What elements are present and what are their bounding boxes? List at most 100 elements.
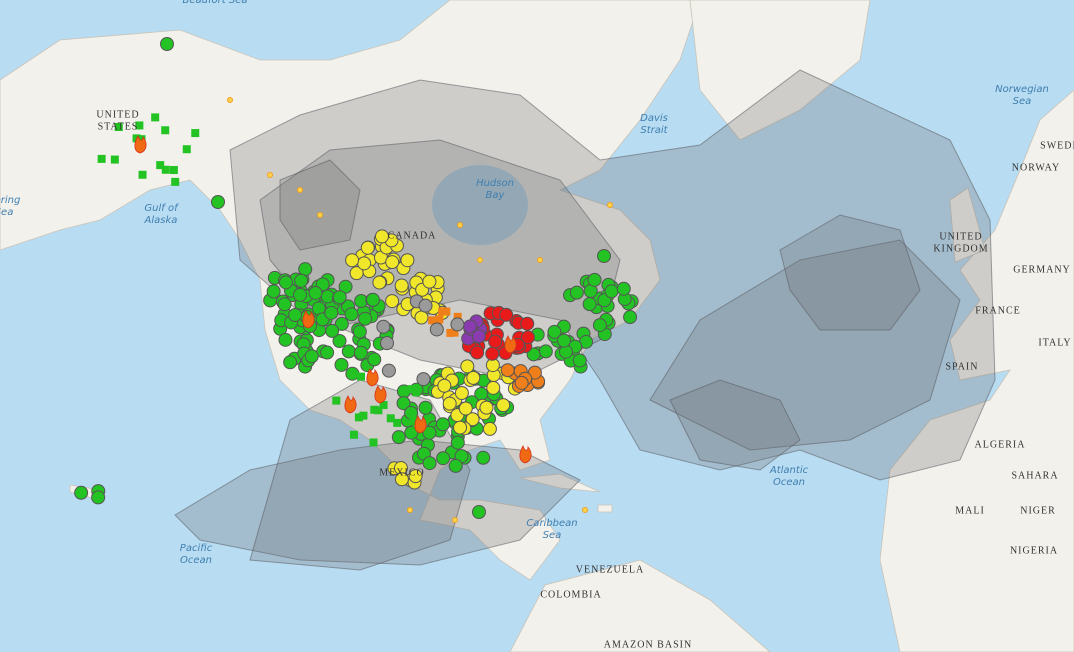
sensor-marker [438,307,447,316]
monitor-marker [266,284,281,299]
monitor-marker [278,275,293,290]
monitor-marker [520,316,535,331]
map-label: SAHARA [1011,470,1058,481]
south-america [509,559,771,652]
monitor-marker [582,297,597,312]
map-label: Hudson [476,178,514,189]
sensor-marker [369,438,378,447]
monitor-marker [547,324,562,339]
monitor-marker [482,421,497,436]
map-label: Alaska [144,215,178,226]
monitor-marker [486,380,501,395]
fire-icon [374,385,387,404]
sensor-marker [110,155,119,164]
monitor-marker [462,319,477,334]
fire-icon [366,368,379,387]
map-label: UNITED [96,109,139,120]
sensor-marker [446,328,455,337]
sensor-marker [182,145,191,154]
monitor-marker [374,229,389,244]
monitor-marker [381,363,396,378]
hudson-bay [432,165,528,245]
monitor-marker [349,266,364,281]
monitor-marker [450,435,465,450]
britain [949,187,986,263]
monitor-marker [341,344,356,359]
sensor-marker [407,385,416,394]
smoke-plume [174,439,581,566]
map-label: Bay [486,190,506,201]
map-label: NIGER [1020,505,1056,516]
monitor-marker [344,307,359,322]
monitor-marker [345,253,360,268]
monitor-marker [414,310,429,325]
monitor-marker [396,396,411,411]
fire-dot [477,257,483,263]
sensor-marker [354,413,363,422]
map-label: ALGERIA [975,439,1026,450]
fire-icon [504,335,517,354]
monitor-marker [436,451,451,466]
map-label: MALI [955,505,985,516]
sensor-marker [357,372,366,381]
monitor-marker [418,400,433,415]
sensor-marker [161,126,170,135]
map-label: FRANCE [975,305,1020,316]
europe-africa [879,89,1074,652]
monitor-marker [91,490,106,505]
monitor-marker [324,305,339,320]
monitor-marker [592,318,607,333]
sensor-marker [332,396,341,405]
sensor-marker [151,113,160,122]
map-label: STATES [98,121,139,132]
monitor-marker [429,322,444,337]
map-label: CANADA [388,230,437,241]
monitor-marker [472,505,486,519]
monitor-marker [453,420,468,435]
monitor-marker [394,472,409,487]
map-label: SPAIN [946,361,979,372]
monitor-marker [422,274,437,289]
sensor-marker [379,401,388,410]
monitor-marker [465,412,480,427]
fire-dot [452,517,458,523]
monitor-marker [416,372,431,387]
sensor-marker [428,316,437,325]
map-label: NORWAY [1012,162,1060,173]
map-label: Bering [0,195,20,206]
monitor-marker [400,253,415,268]
monitor-marker [435,417,450,432]
monitor-marker [353,345,368,360]
monitor-marker [376,319,391,334]
monitor-marker [500,363,515,378]
monitor-marker [572,353,587,368]
monitor-marker [352,324,367,339]
monitor-marker [325,323,340,338]
fire-dot [607,202,613,208]
map-label: Sea [1013,96,1032,107]
monitor-marker [587,272,602,287]
map-label: AMAZON BASIN [604,639,692,650]
fire-dot [227,97,233,103]
monitor-marker [211,195,225,209]
monitor-marker [557,333,572,348]
sensor-marker [138,170,147,179]
monitor-marker [488,334,503,349]
monitor-marker [74,485,89,500]
map-label: SWEDEN [1040,140,1074,151]
monitor-marker [479,400,494,415]
monitor-marker [372,275,387,290]
monitor-marker [499,307,514,322]
monitor-marker [288,308,303,323]
monitor-marker [422,456,437,471]
monitor-marker [408,469,423,484]
smoke-plume [649,239,961,451]
monitor-marker [437,378,452,393]
markers [74,37,639,523]
monitor-marker [320,289,335,304]
monitor-marker [404,425,419,440]
sensor-marker [374,406,383,415]
monitor-marker [454,386,469,401]
monitor-marker [476,450,491,465]
